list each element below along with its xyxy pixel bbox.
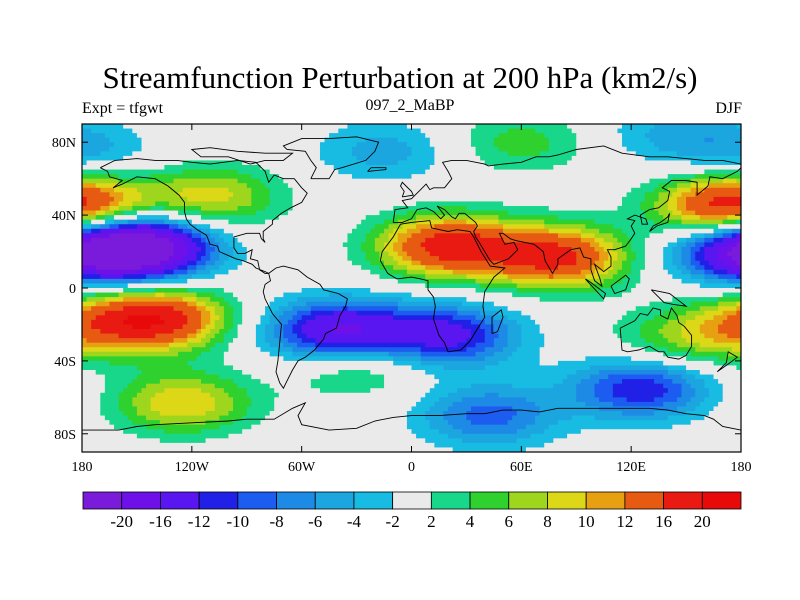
colorbar-box (82, 491, 123, 510)
colorbar-box (585, 491, 626, 510)
colorbar-box (198, 491, 239, 510)
colorbar-box (237, 491, 277, 510)
coastline (392, 145, 741, 223)
coastline (491, 309, 504, 335)
x-tick-label: 120E (616, 460, 646, 475)
colorbar: -20 -16 -12 -10 -8 -6 -4 -2 2 4 6 8 10 12 16 20 (82, 491, 742, 531)
colorbar-label: -10 (226, 512, 249, 531)
colorbar-box (508, 491, 548, 510)
colorbar-label: -20 (110, 512, 133, 531)
colorbar-label: -4 (347, 512, 362, 531)
colorbar-box (276, 491, 316, 510)
coastline (585, 278, 607, 300)
colorbar-box (160, 491, 200, 510)
coastline (282, 136, 380, 180)
season-label: DJF (715, 100, 742, 117)
coastline (367, 167, 387, 172)
y-tick-label: 0 (69, 282, 76, 297)
coastline (393, 167, 741, 288)
chart-title: Streamfunction Perturbation at 200 hPa (… (102, 60, 698, 95)
coastline (649, 213, 671, 232)
coastline (262, 265, 348, 390)
colorbar-box (392, 491, 432, 510)
y-tick-label: 40N (52, 209, 76, 224)
experiment-label: Expt = tfgwt (82, 100, 164, 117)
coastline (619, 307, 693, 360)
coastline (650, 289, 688, 307)
x-tick-label: 60W (288, 460, 316, 475)
colorbar-label: 20 (694, 512, 711, 531)
x-tick-label: 180 (72, 460, 93, 475)
coastline (379, 220, 506, 353)
colorbar-label: 10 (578, 512, 595, 531)
colorbar-label: -12 (188, 512, 211, 531)
colorbar-box (314, 491, 355, 510)
colorbar-label: -6 (308, 512, 322, 531)
colorbar-label: 2 (427, 512, 436, 531)
colorbar-label: 16 (655, 512, 672, 531)
coastline (82, 401, 741, 431)
x-tick-label: 180 (731, 460, 752, 475)
colorbar-box (547, 491, 587, 510)
colorbar-label: -2 (386, 512, 400, 531)
coastline (610, 274, 630, 295)
colorbar-box (353, 491, 394, 510)
colorbar-box (624, 491, 664, 510)
colorbar-box (663, 491, 703, 510)
coastline (190, 147, 294, 165)
colorbar-label: -16 (149, 512, 172, 531)
colorbar-label: -8 (269, 512, 283, 531)
case-label: 097_2_MaBP (365, 97, 455, 114)
y-tick-label: 80S (54, 428, 76, 443)
colorbar-box (701, 491, 742, 510)
colorbar-box (469, 491, 510, 510)
x-tick-label: 0 (408, 460, 415, 475)
axis-layer: 180 120W 60W 0 60E 120E 180 80N 40N 0 40S 80S (52, 124, 752, 475)
coastline (716, 351, 739, 373)
y-tick-label: 40S (54, 355, 76, 370)
y-tick-label: 80N (52, 136, 76, 151)
colorbar-label: 12 (616, 512, 633, 531)
coastline-layer (82, 136, 741, 431)
colorbar-label: 6 (505, 512, 514, 531)
colorbar-box (430, 491, 471, 510)
x-tick-label: 60E (510, 460, 533, 475)
colorbar-label: 4 (466, 512, 475, 531)
colorbar-label: 8 (543, 512, 552, 531)
coastline (399, 181, 414, 198)
colorbar-box (121, 491, 161, 510)
coastline (100, 158, 308, 274)
x-tick-label: 120W (175, 460, 210, 475)
filled-contour-field (82, 124, 741, 452)
